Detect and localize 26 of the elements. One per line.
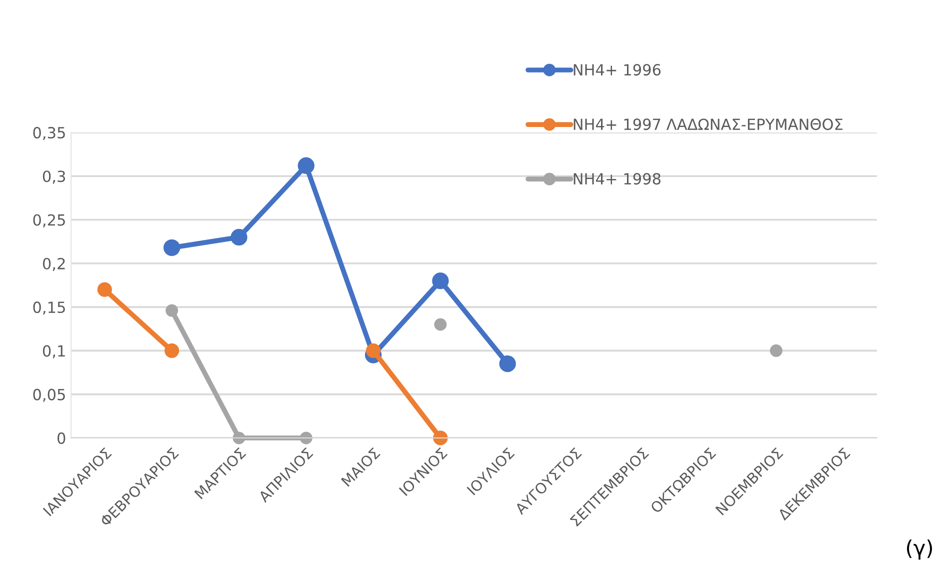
- y-tick-label: 0,15: [33, 302, 65, 315]
- point: [298, 157, 314, 174]
- y-tick-label: 0,3: [42, 170, 66, 184]
- point: [163, 239, 180, 256]
- y-tick-label: 0,35: [33, 126, 65, 140]
- legend-label: NH4+ 1997 ΛΑΔΩΝΑΣ-ΕΡΥΜΑΝΘΟΣ: [574, 118, 842, 130]
- point: [166, 304, 178, 317]
- point: [770, 344, 782, 357]
- point: [164, 343, 180, 358]
- point: [432, 272, 449, 290]
- point: [366, 343, 381, 358]
- y-tick-label: 0: [58, 432, 66, 444]
- point: [97, 282, 112, 297]
- point: [433, 430, 448, 446]
- point: [300, 432, 312, 444]
- point: [499, 355, 516, 372]
- point: [434, 318, 447, 331]
- point: [232, 432, 246, 444]
- y-tick-label: 0,2: [42, 258, 65, 271]
- y-tick-label: 0,25: [33, 214, 65, 228]
- legend-label: NH4+ 1996: [574, 64, 661, 76]
- point: [230, 228, 248, 246]
- text: (γ): [906, 539, 932, 560]
- legend-label: NH4+ 1998: [574, 173, 660, 185]
- y-tick-label: 0,1: [42, 345, 65, 358]
- y-tick-label: 0,05: [33, 388, 65, 402]
